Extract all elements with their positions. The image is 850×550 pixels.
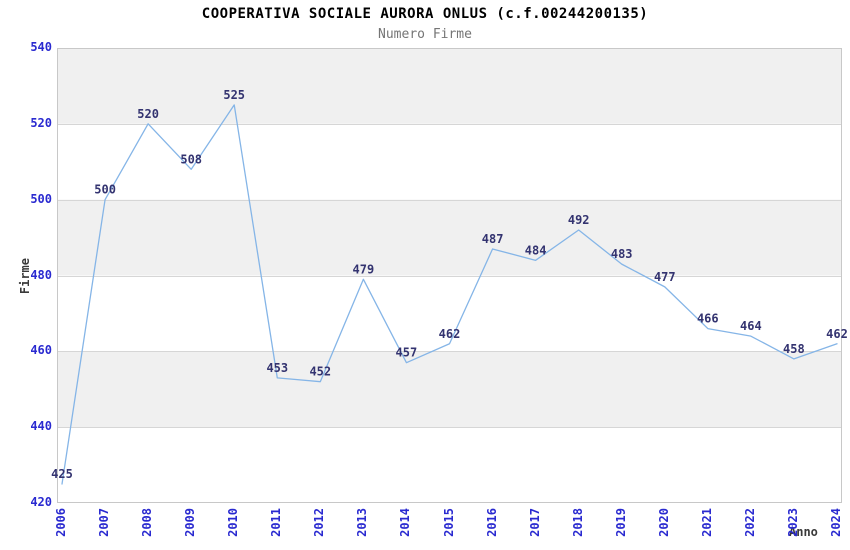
- x-tick-label: 2011: [269, 508, 284, 537]
- x-tick-label: 2015: [441, 508, 456, 537]
- data-point-label: 520: [137, 107, 159, 121]
- y-tick-label: 480: [30, 267, 52, 282]
- x-tick-label: 2010: [226, 508, 241, 537]
- background-band: [57, 351, 842, 428]
- data-point-label: 464: [740, 319, 762, 333]
- x-tick-label: 2016: [484, 508, 499, 537]
- background-band: [57, 199, 842, 276]
- chart-title: COOPERATIVA SOCIALE AURORA ONLUS (c.f.00…: [201, 6, 649, 22]
- x-tick-label: 2008: [140, 508, 155, 537]
- x-tick-label: 2021: [699, 508, 714, 537]
- data-point-label: 525: [223, 88, 245, 102]
- y-tick-label: 540: [30, 40, 52, 54]
- data-point-label: 466: [697, 312, 719, 326]
- y-tick-label: 440: [30, 419, 52, 434]
- data-point-label: 462: [439, 327, 461, 341]
- x-tick-label: 2014: [398, 508, 413, 537]
- x-tick-label: 2012: [312, 508, 327, 537]
- data-point-label: 477: [654, 270, 676, 284]
- data-point-label: 425: [51, 467, 73, 481]
- y-tick-label: 520: [30, 115, 52, 130]
- x-tick-label: 2022: [742, 508, 757, 537]
- data-point-label: 487: [482, 232, 504, 246]
- data-point-label: 462: [826, 327, 848, 341]
- x-tick-label: 2023: [785, 508, 800, 537]
- x-tick-label: 2018: [570, 508, 585, 537]
- x-tick-label: 2007: [97, 508, 112, 537]
- background-band: [57, 123, 842, 200]
- data-point-label: 479: [353, 262, 375, 276]
- background-band: [57, 427, 842, 503]
- data-point-label: 508: [180, 152, 202, 166]
- data-point-label: 452: [309, 365, 331, 379]
- x-tick-label: 2017: [527, 508, 542, 537]
- data-point-label: 483: [611, 247, 633, 261]
- x-tick-label: 2006: [54, 508, 68, 537]
- data-point-label: 453: [266, 361, 288, 375]
- plot-area: 425 500 520 508 525 453 452 479 457 462 487 484 492 4…: [51, 48, 848, 503]
- line-series: [61, 104, 838, 485]
- y-tick-label: 460: [30, 343, 52, 358]
- x-tick-label: 2019: [613, 508, 628, 537]
- background-band: [57, 48, 842, 124]
- x-tick-label: 2009: [183, 508, 198, 537]
- data-point-label: 492: [568, 213, 590, 227]
- y-tick-label: 420: [30, 495, 52, 509]
- x-tick-label: 2024: [829, 508, 843, 537]
- chart-subtitle: Numero Firme: [378, 27, 472, 42]
- x-tick-label: 2020: [656, 508, 671, 537]
- data-point-label: 458: [783, 342, 805, 356]
- y-tick-label: 500: [30, 191, 52, 206]
- background-band: [57, 275, 842, 352]
- data-point-label: 457: [396, 346, 418, 360]
- x-axis-title: Anno: [789, 525, 818, 539]
- x-tick-label: 2013: [355, 508, 370, 537]
- plot-border: [57, 48, 842, 503]
- data-point-label: 484: [525, 243, 547, 257]
- data-point-label: 500: [94, 183, 116, 197]
